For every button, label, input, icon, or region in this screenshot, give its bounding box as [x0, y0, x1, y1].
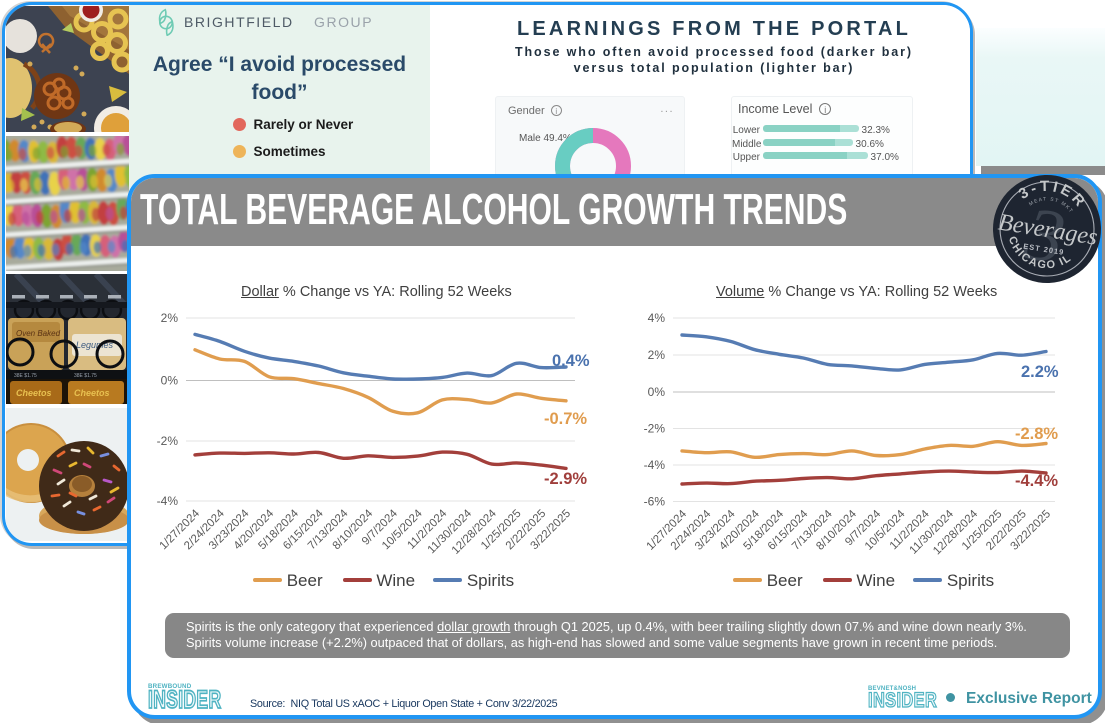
svg-text:0%: 0% [161, 374, 179, 388]
svg-text:BRIGHTFIELD: BRIGHTFIELD [184, 14, 294, 30]
svg-text:0%: 0% [648, 385, 666, 399]
svg-text:-6%: -6% [644, 495, 666, 509]
svg-text:38E $1.75: 38E $1.75 [74, 373, 97, 379]
svg-text:0.4%: 0.4% [552, 352, 590, 370]
svg-text:Cheetos: Cheetos [74, 388, 110, 398]
svg-text:2%: 2% [161, 311, 179, 325]
svg-text:2%: 2% [648, 348, 666, 362]
svg-text:GROUP: GROUP [314, 14, 373, 30]
svg-text:-2%: -2% [157, 434, 179, 448]
svg-text:-0.7%: -0.7% [544, 410, 587, 428]
svg-text:4%: 4% [648, 311, 666, 325]
svg-text:2.2%: 2.2% [1021, 363, 1059, 381]
svg-text:38E $1.75: 38E $1.75 [14, 373, 37, 379]
svg-text:-2.9%: -2.9% [544, 470, 587, 488]
svg-text:-2%: -2% [644, 422, 666, 436]
svg-text:-4%: -4% [644, 458, 666, 472]
svg-text:-2.8%: -2.8% [1015, 425, 1058, 443]
svg-text:-4.4%: -4.4% [1015, 472, 1058, 490]
svg-text:Cheetos: Cheetos [16, 388, 52, 398]
svg-text:Oven Baked: Oven Baked [16, 329, 61, 338]
svg-text:-4%: -4% [157, 494, 179, 508]
svg-text:Legumes: Legumes [76, 340, 114, 350]
